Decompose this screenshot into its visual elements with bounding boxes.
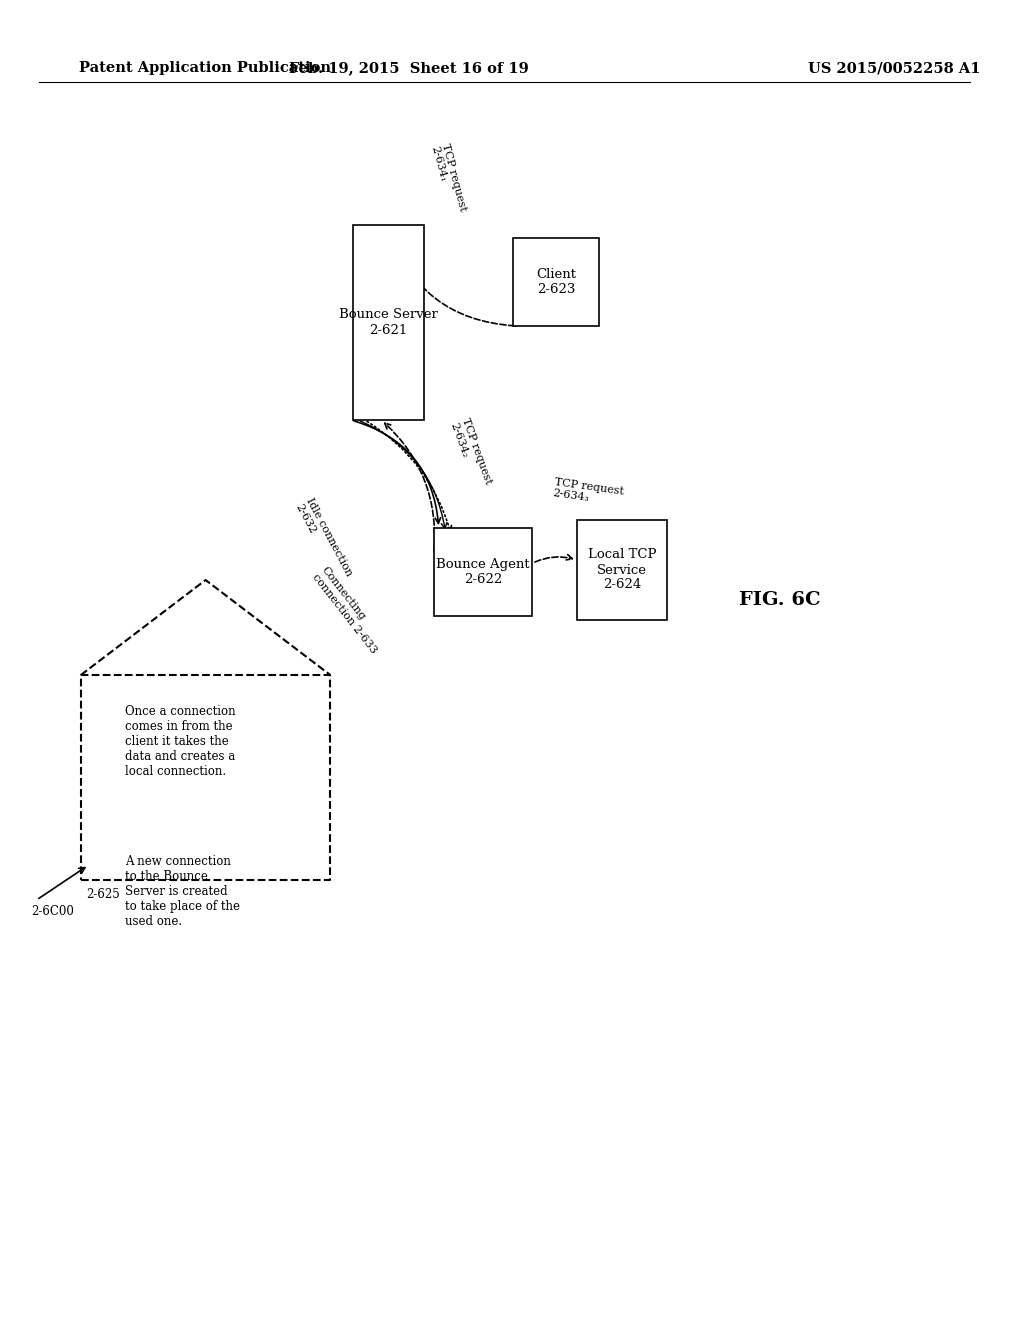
Text: A new connection
to the Bounce
Server is created
to take place of the
used one.: A new connection to the Bounce Server is… bbox=[125, 855, 241, 928]
Text: Local TCP
Service
2-624: Local TCP Service 2-624 bbox=[588, 549, 656, 591]
Text: TCP request
2-634₂: TCP request 2-634₂ bbox=[449, 417, 493, 490]
Text: Client
2-623: Client 2-623 bbox=[537, 268, 577, 296]
Text: TCP request
2-634₁: TCP request 2-634₁ bbox=[429, 143, 468, 215]
Text: Patent Application Publication: Patent Application Publication bbox=[79, 61, 331, 75]
Bar bbox=[513, 238, 599, 326]
Text: Idle connection
2-632: Idle connection 2-632 bbox=[294, 496, 353, 583]
Text: 2-625: 2-625 bbox=[86, 888, 120, 902]
Text: FIG. 6C: FIG. 6C bbox=[739, 591, 821, 609]
Text: US 2015/0052258 A1: US 2015/0052258 A1 bbox=[809, 61, 981, 75]
Bar bbox=[353, 224, 424, 420]
Text: Connecting
connection 2-633: Connecting connection 2-633 bbox=[310, 565, 388, 655]
Bar bbox=[577, 520, 668, 620]
Text: 2-6C00: 2-6C00 bbox=[32, 906, 75, 917]
Text: Feb. 19, 2015  Sheet 16 of 19: Feb. 19, 2015 Sheet 16 of 19 bbox=[290, 61, 529, 75]
Text: TCP request
2-634₃: TCP request 2-634₃ bbox=[552, 477, 625, 508]
Text: Bounce Server
2-621: Bounce Server 2-621 bbox=[339, 309, 438, 337]
Bar bbox=[434, 528, 532, 616]
Text: Bounce Agent
2-622: Bounce Agent 2-622 bbox=[436, 558, 530, 586]
Text: Once a connection
comes in from the
client it takes the
data and creates a
local: Once a connection comes in from the clie… bbox=[125, 705, 236, 777]
